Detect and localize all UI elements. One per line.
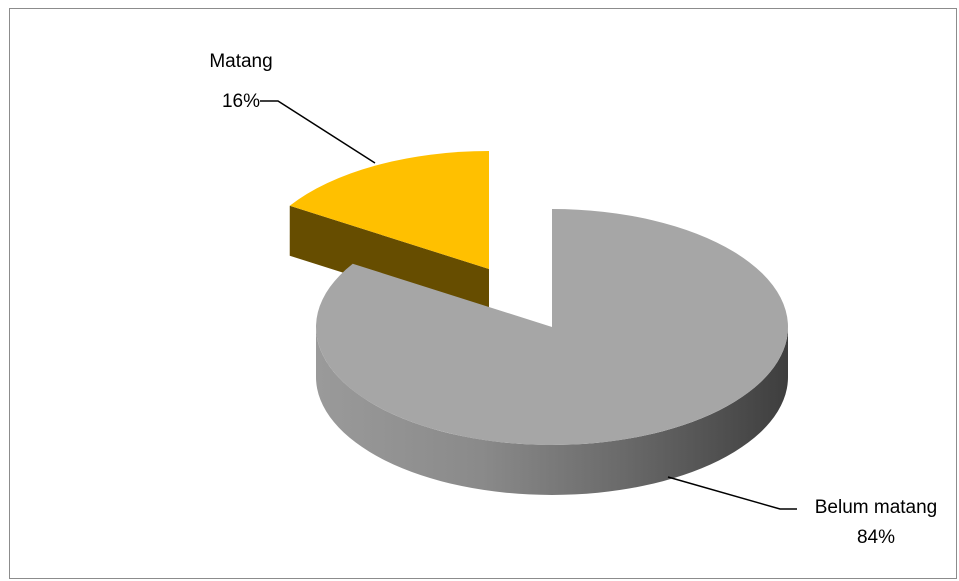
slice-label-belum-matang-pct: 84% [857, 527, 895, 548]
slice-side-matang [289, 205, 489, 319]
slice-top-belum-matang [316, 209, 788, 445]
leader-line-belum-matang [667, 476, 797, 510]
slice-label-belum-matang-name: Belum matang [815, 497, 938, 518]
slice-label-matang-pct: 16% [222, 91, 260, 112]
slice-top-matang [289, 151, 489, 269]
slice-side-belum-matang [316, 327, 788, 495]
slice-label-matang-name: Matang [209, 51, 272, 72]
leader-line-matang [260, 100, 376, 164]
